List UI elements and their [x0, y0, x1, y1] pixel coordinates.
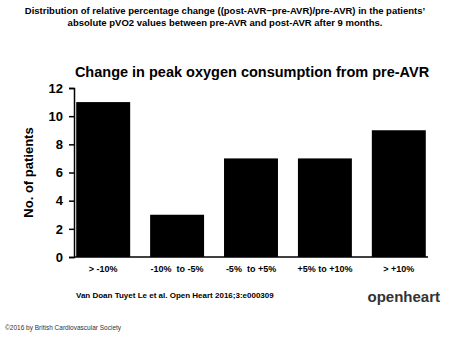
- y-tick: 6: [56, 165, 74, 180]
- y-axis-line: [69, 89, 75, 258]
- bar: [76, 102, 130, 257]
- y-tick-mark: [69, 88, 74, 90]
- slide: Distribution of relative percentage chan…: [0, 0, 450, 338]
- y-tick-label: 0: [56, 250, 63, 265]
- y-tick-mark: [69, 257, 74, 259]
- y-tick-mark: [69, 172, 74, 174]
- x-tick-label: -10% to -5%: [151, 264, 204, 274]
- y-tick-label: 12: [49, 81, 63, 96]
- y-axis: 0 2 4 6 8 10 12: [49, 81, 75, 265]
- y-tick-label: 10: [49, 109, 63, 124]
- x-tick: +5% to +10%: [297, 257, 352, 274]
- y-tick-label: 8: [56, 137, 63, 152]
- y-tick-mark: [69, 116, 74, 118]
- x-tick: > +10%: [383, 257, 414, 274]
- x-tick: > -10%: [89, 257, 118, 274]
- bar: [224, 158, 278, 257]
- citation: Van Doan Tuyet Le et al. Open Heart 2016…: [76, 291, 274, 300]
- y-tick: 10: [49, 109, 74, 124]
- y-tick-mark: [69, 229, 74, 231]
- x-axis-line: [74, 256, 428, 258]
- y-tick-label: 4: [56, 193, 64, 208]
- y-tick: 4: [56, 193, 74, 208]
- chart-title: Change in peak oxygen consumption from p…: [75, 64, 430, 80]
- logo: openheart: [367, 288, 440, 305]
- x-tick: -5% to +5%: [226, 257, 276, 274]
- y-tick-label: 2: [56, 221, 63, 236]
- x-tick-label: > -10%: [89, 264, 118, 274]
- y-tick: 0: [56, 250, 74, 265]
- y-tick: 8: [56, 137, 74, 152]
- heading: Distribution of relative percentage chan…: [25, 5, 425, 16]
- y-tick-mark: [69, 200, 74, 202]
- copyright: ©2016 by British Cardiovascular Society: [5, 324, 122, 332]
- y-tick-label: 6: [56, 165, 63, 180]
- y-axis-title: No. of patients: [21, 127, 36, 217]
- bar: [372, 130, 426, 257]
- y-tick: 2: [56, 221, 74, 236]
- x-tick-label: -5% to +5%: [226, 264, 276, 274]
- y-tick-mark: [69, 144, 74, 146]
- x-tick-label: +5% to +10%: [297, 264, 352, 274]
- bar: [298, 158, 352, 257]
- bars: [76, 102, 426, 257]
- y-tick: 12: [49, 81, 74, 96]
- bar: [150, 215, 204, 257]
- x-tick: -10% to -5%: [151, 257, 204, 274]
- heading: absolute pVO2 values between pre-AVR and…: [68, 17, 383, 28]
- x-axis: > -10% -10% to -5% -5% to +5% +5% to +10% > …: [74, 257, 428, 274]
- x-tick-label: > +10%: [383, 264, 414, 274]
